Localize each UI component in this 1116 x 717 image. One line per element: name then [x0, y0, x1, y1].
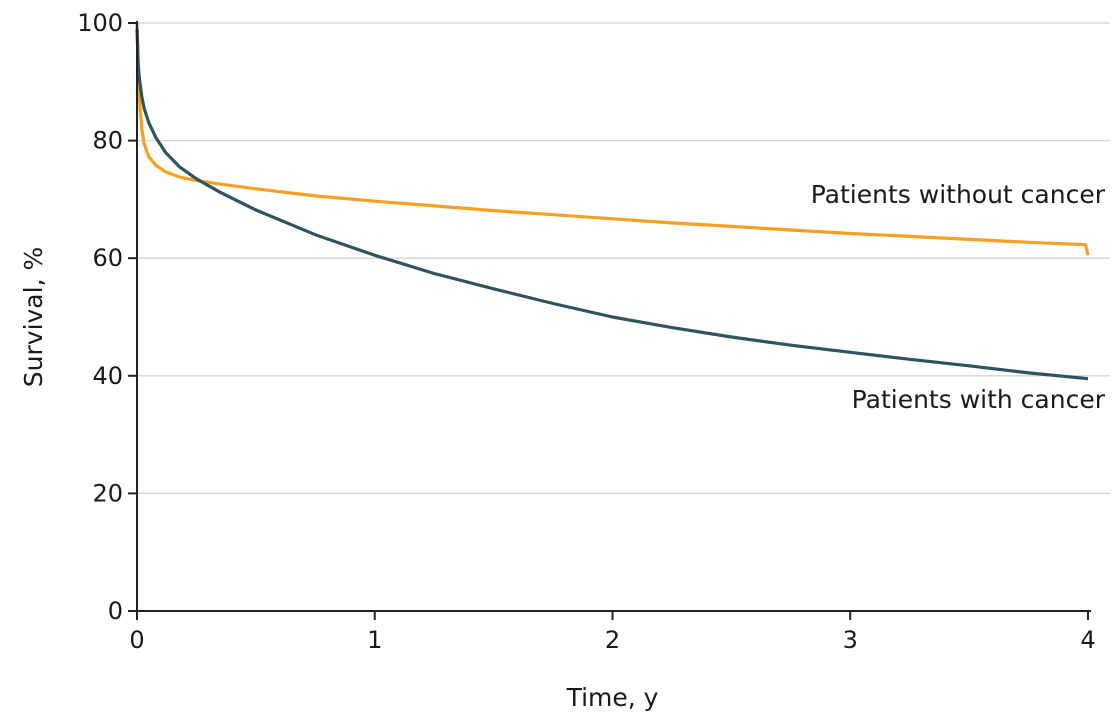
axes	[136, 21, 1091, 612]
x-tick-label-0: 0	[129, 626, 144, 654]
ticks: 0 20 40 60 80 100 0 1 2 3 4	[77, 9, 1095, 654]
y-tick-label-100: 100	[77, 9, 123, 37]
series-label-with-cancer: Patients with cancer	[852, 385, 1106, 414]
x-tick-label-3: 3	[843, 626, 858, 654]
series-lines	[135, 22, 1090, 381]
x-axis-title: Time, y	[566, 683, 659, 712]
y-axis-title: Survival, %	[19, 247, 48, 387]
series-line-without-cancer	[135, 22, 1090, 256]
y-tick-label-20: 20	[92, 479, 123, 507]
series-label-without-cancer: Patients without cancer	[811, 180, 1106, 209]
x-tick-label-2: 2	[605, 626, 620, 654]
x-tick-label-1: 1	[367, 626, 382, 654]
y-tick-label-60: 60	[92, 244, 123, 272]
gridlines	[137, 22, 1110, 495]
series-line-with-cancer	[135, 28, 1089, 381]
y-tick-label-40: 40	[92, 362, 123, 390]
y-tick-label-0: 0	[108, 597, 123, 625]
series-labels: Patients without cancer Patients with can…	[811, 180, 1106, 414]
y-tick-label-80: 80	[92, 127, 123, 155]
x-tick-label-4: 4	[1080, 626, 1095, 654]
